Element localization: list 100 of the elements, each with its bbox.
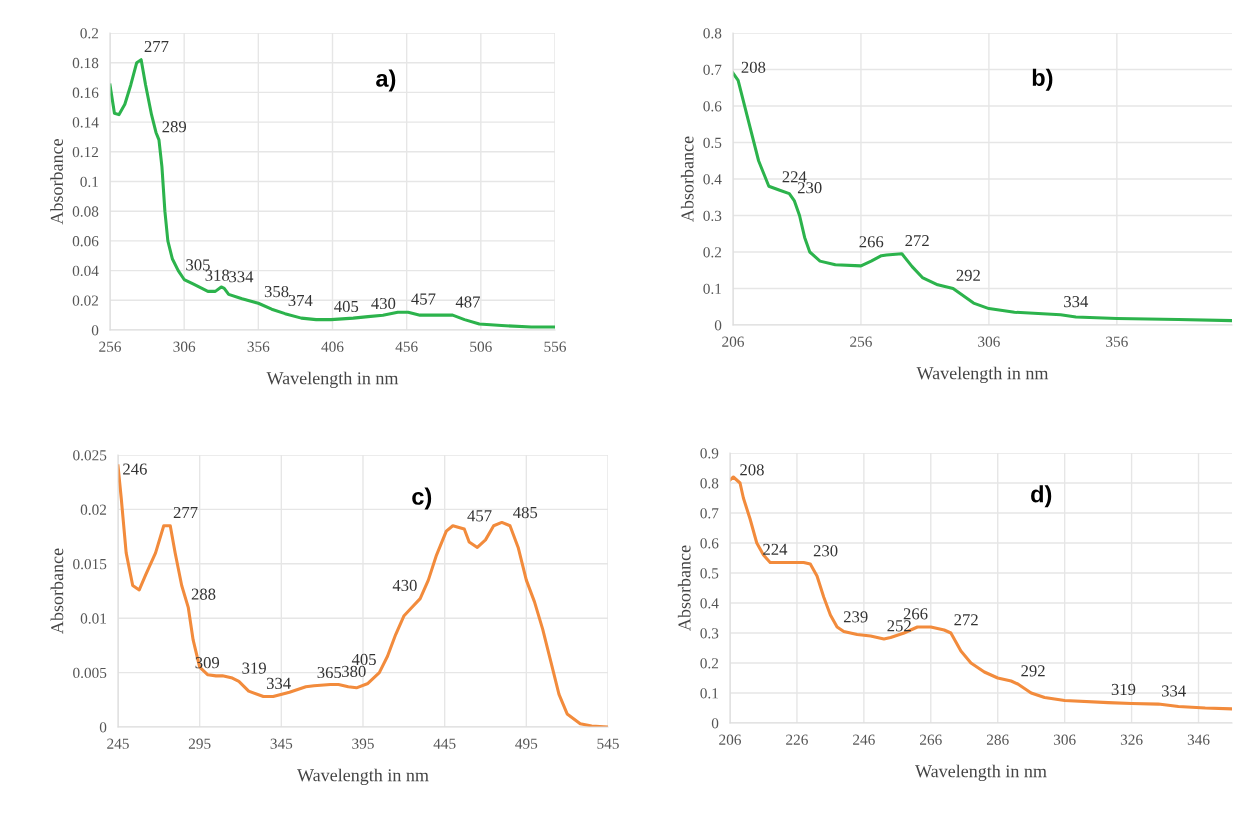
annotation: 430 <box>392 579 417 592</box>
y-tick-label: 0.2 <box>703 247 722 258</box>
y-tick-label: 0.3 <box>700 628 719 639</box>
x-tick-label: 345 <box>270 738 293 749</box>
x-tick-label: 246 <box>853 734 875 745</box>
x-tick-label: 306 <box>978 336 1000 347</box>
x-tick-label: 306 <box>1053 734 1076 745</box>
annotation: 208 <box>740 464 764 476</box>
x-tick-label: 506 <box>470 341 492 352</box>
y-tick-label: 0.8 <box>700 478 719 489</box>
y-tick-label: 0.015 <box>73 558 107 570</box>
annotation: d) <box>1031 485 1052 508</box>
annotation: 277 <box>173 506 198 518</box>
annotation: 405 <box>334 300 359 313</box>
annotation: 380 <box>342 665 366 678</box>
annotation: 288 <box>191 588 216 600</box>
annotation: b) <box>1032 68 1053 91</box>
y-axis-title: Absorbance <box>677 545 691 631</box>
annotation: 266 <box>903 608 928 620</box>
annotation: 230 <box>813 545 838 557</box>
x-tick-label: 256 <box>99 341 121 352</box>
x-tick-label: 356 <box>1106 336 1128 347</box>
annotation: 266 <box>859 236 884 248</box>
y-tick-label: 0.5 <box>700 568 719 579</box>
annotation: 365 <box>317 666 342 679</box>
y-axis-title: Absorbance <box>50 548 64 634</box>
annotation: 334 <box>1161 685 1186 697</box>
y-tick-label: 0.06 <box>72 236 99 247</box>
x-tick-label: 326 <box>1120 734 1143 745</box>
y-tick-label: 0.025 <box>73 450 107 461</box>
annotation: c) <box>412 487 432 510</box>
y-tick-label: 0.3 <box>703 210 722 222</box>
y-tick-label: 0.02 <box>80 504 107 515</box>
annotation: 487 <box>455 296 480 308</box>
x-axis-title: Wavelength in nm <box>266 371 399 389</box>
y-tick-label: 0.01 <box>80 613 106 624</box>
annotation: 292 <box>1021 665 1045 677</box>
annotation: 485 <box>513 506 538 519</box>
annotation: 230 <box>797 182 822 194</box>
annotation: 319 <box>242 662 266 674</box>
y-tick-label: 0 <box>99 722 107 733</box>
x-tick-label: 545 <box>597 738 619 749</box>
y-tick-label: 0.7 <box>703 64 722 76</box>
annotation: 272 <box>905 235 929 247</box>
x-tick-label: 226 <box>786 734 808 745</box>
x-tick-label: 245 <box>107 738 129 749</box>
annotation: 405 <box>351 653 376 666</box>
y-tick-label: 0.14 <box>72 117 99 128</box>
annotation: 334 <box>229 271 254 283</box>
annotation: 374 <box>288 294 313 307</box>
y-tick-label: 0.02 <box>72 295 99 306</box>
annotation: a) <box>376 69 396 92</box>
x-tick-label: 295 <box>188 738 211 749</box>
y-tick-label: 0.18 <box>72 57 99 69</box>
y-tick-label: 0.5 <box>703 137 722 149</box>
x-tick-label: 256 <box>850 336 872 347</box>
annotation: 277 <box>144 40 169 53</box>
x-tick-label: 406 <box>321 341 344 352</box>
y-tick-label: 0.6 <box>703 101 722 112</box>
y-tick-label: 0.2 <box>80 28 99 39</box>
annotation: 334 <box>266 677 291 689</box>
x-tick-label: 346 <box>1187 734 1210 745</box>
annotation: 272 <box>954 614 978 626</box>
y-tick-label: 0.005 <box>73 667 107 679</box>
y-tick-label: 0.4 <box>700 598 719 609</box>
y-tick-label: 0.1 <box>80 176 98 188</box>
y-tick-label: 0 <box>714 320 722 331</box>
y-axis-title: Absorbance <box>680 136 694 222</box>
annotation: 208 <box>741 61 766 73</box>
annotation: 457 <box>467 510 492 522</box>
annotation: 305 <box>186 259 210 271</box>
annotation: 319 <box>1111 683 1136 696</box>
annotation: 239 <box>843 611 868 623</box>
y-tick-label: 0.04 <box>72 265 99 277</box>
y-tick-label: 0.6 <box>700 538 719 549</box>
y-tick-label: 0.1 <box>700 688 718 699</box>
annotation: 318 <box>205 269 230 281</box>
y-tick-label: 0.2 <box>700 658 719 669</box>
y-tick-label: 0.08 <box>72 206 99 217</box>
y-tick-label: 0.7 <box>700 508 719 519</box>
x-tick-label: 266 <box>920 734 942 745</box>
y-tick-label: 0.4 <box>703 174 722 185</box>
x-tick-label: 356 <box>247 341 270 352</box>
annotation: 252 <box>887 620 911 632</box>
x-tick-label: 495 <box>515 738 538 749</box>
x-tick-label: 445 <box>433 738 456 749</box>
x-axis-title: Wavelength in nm <box>297 768 429 786</box>
annotation: 292 <box>956 269 980 281</box>
y-tick-label: 0.9 <box>700 448 719 459</box>
annotation: 224 <box>782 171 807 183</box>
x-axis-title: Wavelength in nm <box>915 764 1047 782</box>
x-axis-title: Wavelength in nm <box>916 366 1049 384</box>
x-tick-label: 206 <box>722 336 744 347</box>
annotation: 334 <box>1064 296 1089 308</box>
x-tick-label: 456 <box>395 341 418 352</box>
annotation: 224 <box>763 543 788 555</box>
x-tick-label: 395 <box>352 738 374 749</box>
y-tick-label: 0.1 <box>703 283 721 295</box>
y-tick-label: 0.8 <box>703 28 722 39</box>
annotation: 457 <box>411 293 436 305</box>
